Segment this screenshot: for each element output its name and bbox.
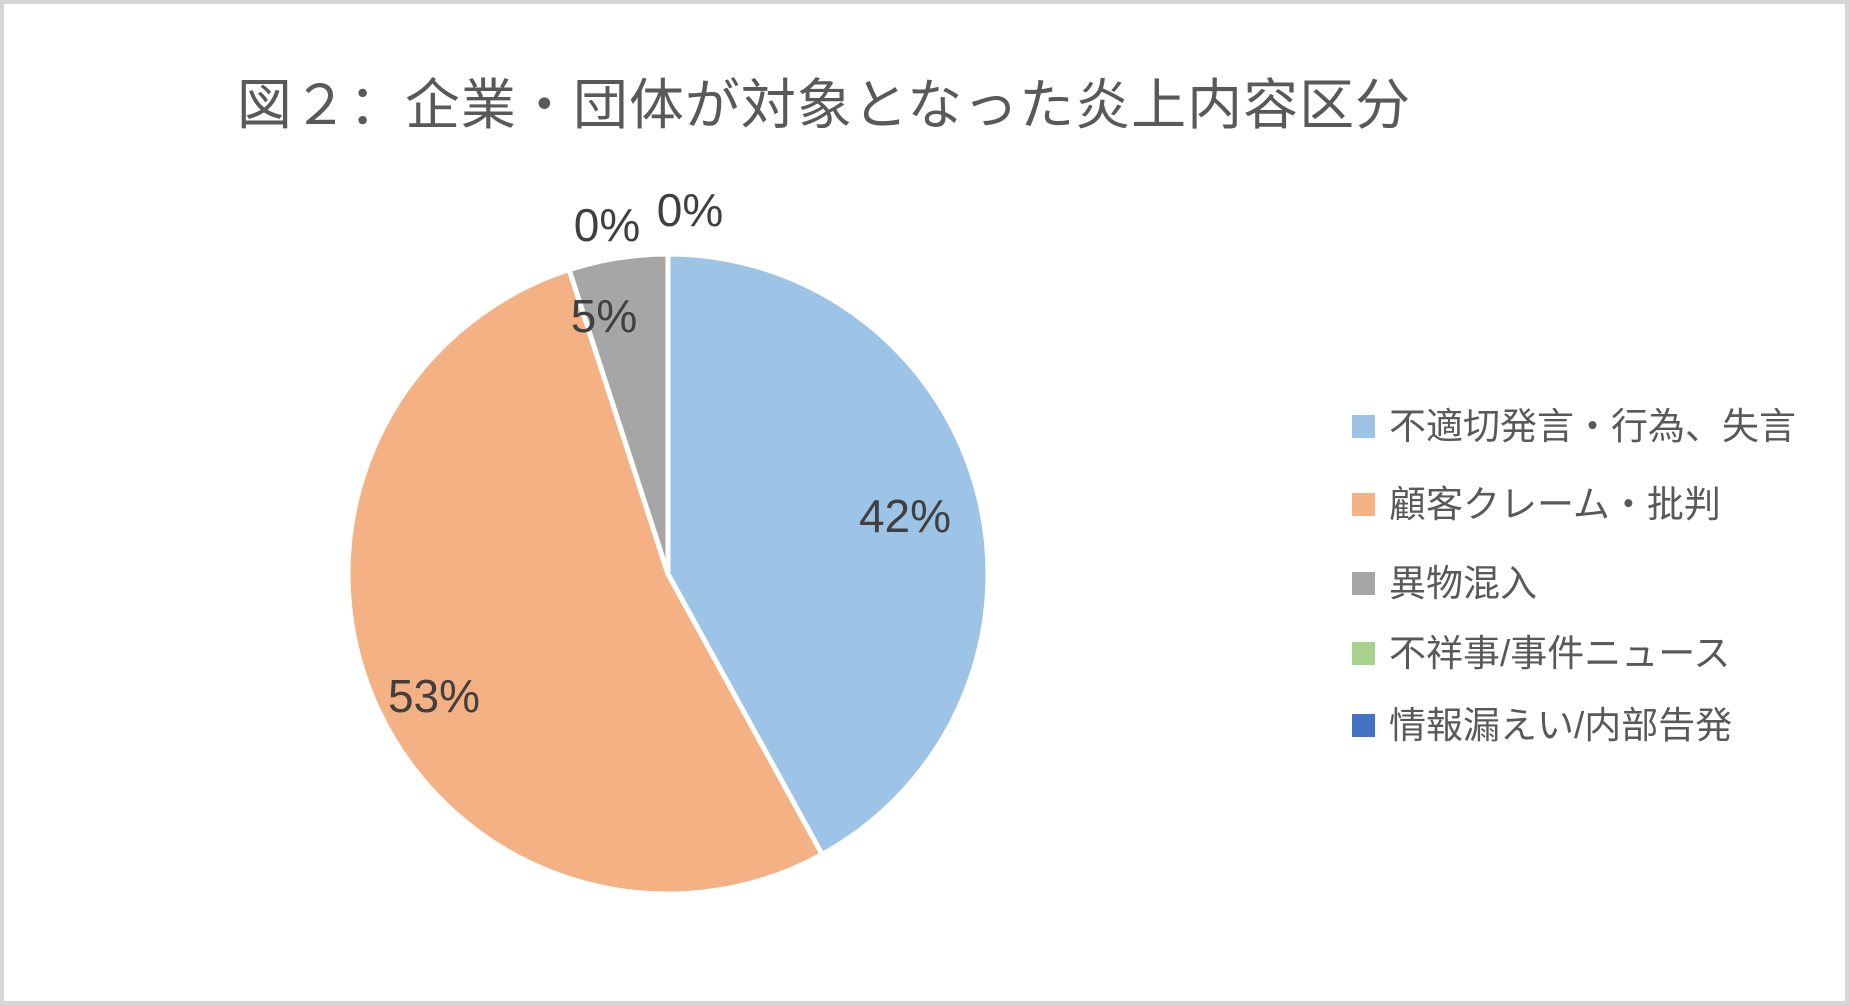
legend-item-5: 情報漏えい/内部告発 <box>1352 706 1732 744</box>
chart-title: 図２：企業・団体が対象となった炎上内容区分 <box>236 74 1412 136</box>
legend-item-4: 不祥事/事件ニュース <box>1352 634 1730 672</box>
pie-slice-2 <box>345 267 825 897</box>
data-label-slice-3: 5% <box>570 290 638 342</box>
legend-item-2: 顧客クレーム・批判 <box>1352 485 1721 523</box>
pie-chart <box>345 251 991 897</box>
legend-label-2: 顧客クレーム・批判 <box>1389 483 1721 525</box>
data-label-slice-1: 42% <box>858 490 952 542</box>
legend-label-5: 情報漏えい/内部告発 <box>1389 704 1733 746</box>
data-label-slice-4: 0% <box>573 199 641 251</box>
data-label-slice-2: 53% <box>387 670 481 722</box>
legend-marker-3 <box>1352 571 1375 595</box>
data-label-slice-5: 0% <box>656 184 724 236</box>
legend-item-1: 不適切発言・行為、失言 <box>1352 407 1796 445</box>
legend-label-4: 不祥事/事件ニュース <box>1389 632 1731 674</box>
legend-marker-2 <box>1352 492 1375 516</box>
legend-item-3: 異物混入 <box>1352 564 1537 602</box>
legend-label-3: 異物混入 <box>1389 562 1537 604</box>
legend-marker-4 <box>1352 641 1375 665</box>
pie-slice-3 <box>566 251 671 577</box>
legend-label-1: 不適切発言・行為、失言 <box>1389 405 1796 447</box>
pie-slice-1 <box>665 251 991 857</box>
legend-marker-1 <box>1352 414 1375 438</box>
legend-marker-5 <box>1352 713 1375 737</box>
